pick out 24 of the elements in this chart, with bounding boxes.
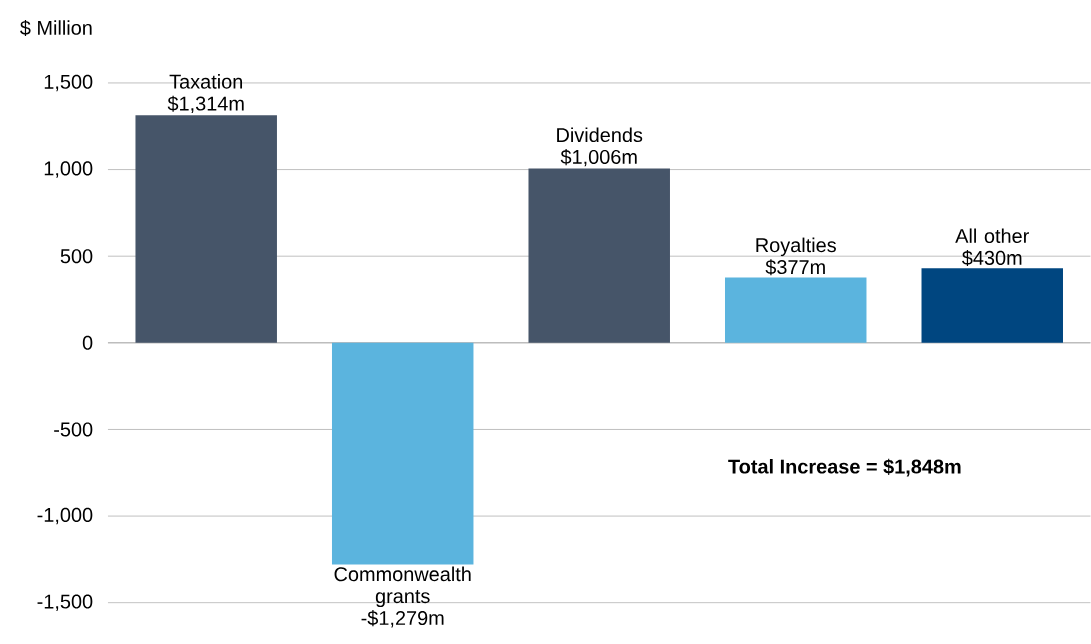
y-tick-label: 500 <box>60 249 93 264</box>
data-label: $1,314m <box>167 95 244 114</box>
data-label: $430m <box>962 250 1022 267</box>
x-tick-label: Dividends <box>557 127 643 143</box>
y-tick-label: -1,500 <box>37 594 93 612</box>
x-tick-label: All other <box>955 228 1029 244</box>
x-tick-label: Commonwealth grants <box>334 566 471 608</box>
bar <box>135 115 277 343</box>
x-tick-label: Taxation <box>169 74 243 89</box>
bar <box>331 342 474 565</box>
y-tick-label: -500 <box>54 422 93 437</box>
data-label: -$1,279m <box>361 610 444 628</box>
bar <box>921 268 1063 343</box>
x-tick-label: Royalties <box>756 237 836 257</box>
y-axis-title: $ Million <box>20 20 92 37</box>
data-label: $377m <box>765 259 825 276</box>
y-tick-label: 1,000 <box>44 161 93 178</box>
y-tick-label: 0 <box>82 335 93 351</box>
bar <box>725 277 867 343</box>
bar <box>528 168 670 343</box>
y-tick-label: 1,500 <box>44 74 93 92</box>
data-label: $1,006m <box>560 149 637 167</box>
annotation: Total Increase = $1,848m <box>728 458 961 477</box>
y-tick-label: -1,000 <box>37 508 93 525</box>
